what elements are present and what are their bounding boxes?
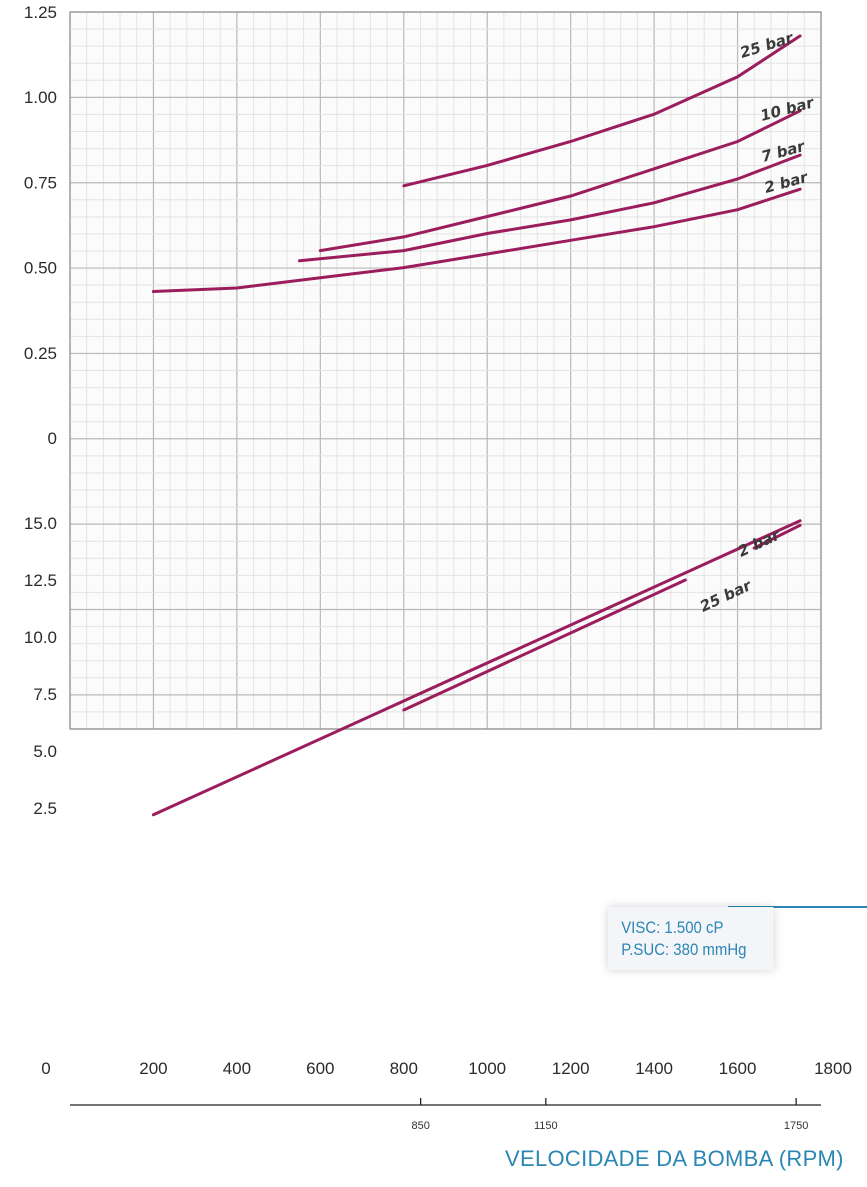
y-tick-label: 1.00 bbox=[24, 88, 57, 107]
y-tick-labels: 1.25 1.00 0.75 0.50 0.25 0 15.0 12.5 10.0 7.5 5.0 2… bbox=[24, 3, 57, 818]
x-axis-title: VELOCIDADE DA BOMBA (RPM) bbox=[505, 1146, 844, 1171]
x-tick-label: 800 bbox=[390, 1059, 418, 1078]
curve-7-bar bbox=[298, 153, 802, 263]
x-tick-label: 1000 bbox=[468, 1059, 506, 1078]
y-tick-label: 10.0 bbox=[24, 628, 57, 647]
pump-axis-label: 1150 bbox=[534, 1120, 558, 1132]
y-tick-label: 2.5 bbox=[33, 799, 57, 818]
curve-25-bar bbox=[402, 34, 802, 188]
y-tick-label: 12.5 bbox=[24, 571, 57, 590]
curves bbox=[151, 34, 802, 817]
curve-10-bar bbox=[318, 109, 802, 253]
curve-2-bar bbox=[151, 187, 802, 293]
y-tick-label: 1.25 bbox=[24, 3, 57, 22]
y-tick-label: 0 bbox=[48, 429, 57, 448]
x-tick-label: 0 bbox=[41, 1059, 50, 1078]
curve-lower-25-bar bbox=[402, 578, 687, 712]
y-tick-label: 7.5 bbox=[33, 685, 57, 704]
suction-pressure-text: P.SUC: 380 mmHg bbox=[621, 940, 747, 959]
grid bbox=[69, 11, 822, 730]
x-tick-label: 1200 bbox=[552, 1059, 590, 1078]
pump-axis-label: 1750 bbox=[784, 1120, 808, 1132]
x-tick-label: 1800 bbox=[814, 1059, 852, 1078]
curve-lower-25-bar bbox=[752, 523, 802, 550]
x-tick-labels: 0 200 400 600 800 1000 1200 1400 1600 1800 bbox=[41, 1059, 852, 1078]
y-tick-label: 0.50 bbox=[24, 259, 57, 278]
y-tick-label: 15.0 bbox=[24, 514, 57, 533]
info-box: VISC: 1.500 cP P.SUC: 380 mmHg bbox=[608, 907, 774, 970]
curve-lower-2-bar bbox=[151, 519, 802, 817]
x-tick-label: 600 bbox=[306, 1059, 334, 1078]
x-tick-label: 400 bbox=[223, 1059, 251, 1078]
x-tick-label: 200 bbox=[139, 1059, 167, 1078]
viscosity-text: VISC: 1.500 cP bbox=[621, 918, 724, 937]
y-tick-label: 0.25 bbox=[24, 344, 57, 363]
y-tick-label: 0.75 bbox=[24, 173, 57, 192]
pump-speed-axis: 850 1150 1750 bbox=[70, 1098, 821, 1132]
pump-axis-label: 850 bbox=[411, 1120, 429, 1132]
y-tick-label: 5.0 bbox=[33, 742, 57, 761]
x-tick-label: 1400 bbox=[635, 1059, 673, 1078]
plot-border bbox=[69, 11, 822, 730]
x-tick-label: 1600 bbox=[719, 1059, 757, 1078]
info-connector-line bbox=[728, 906, 867, 908]
